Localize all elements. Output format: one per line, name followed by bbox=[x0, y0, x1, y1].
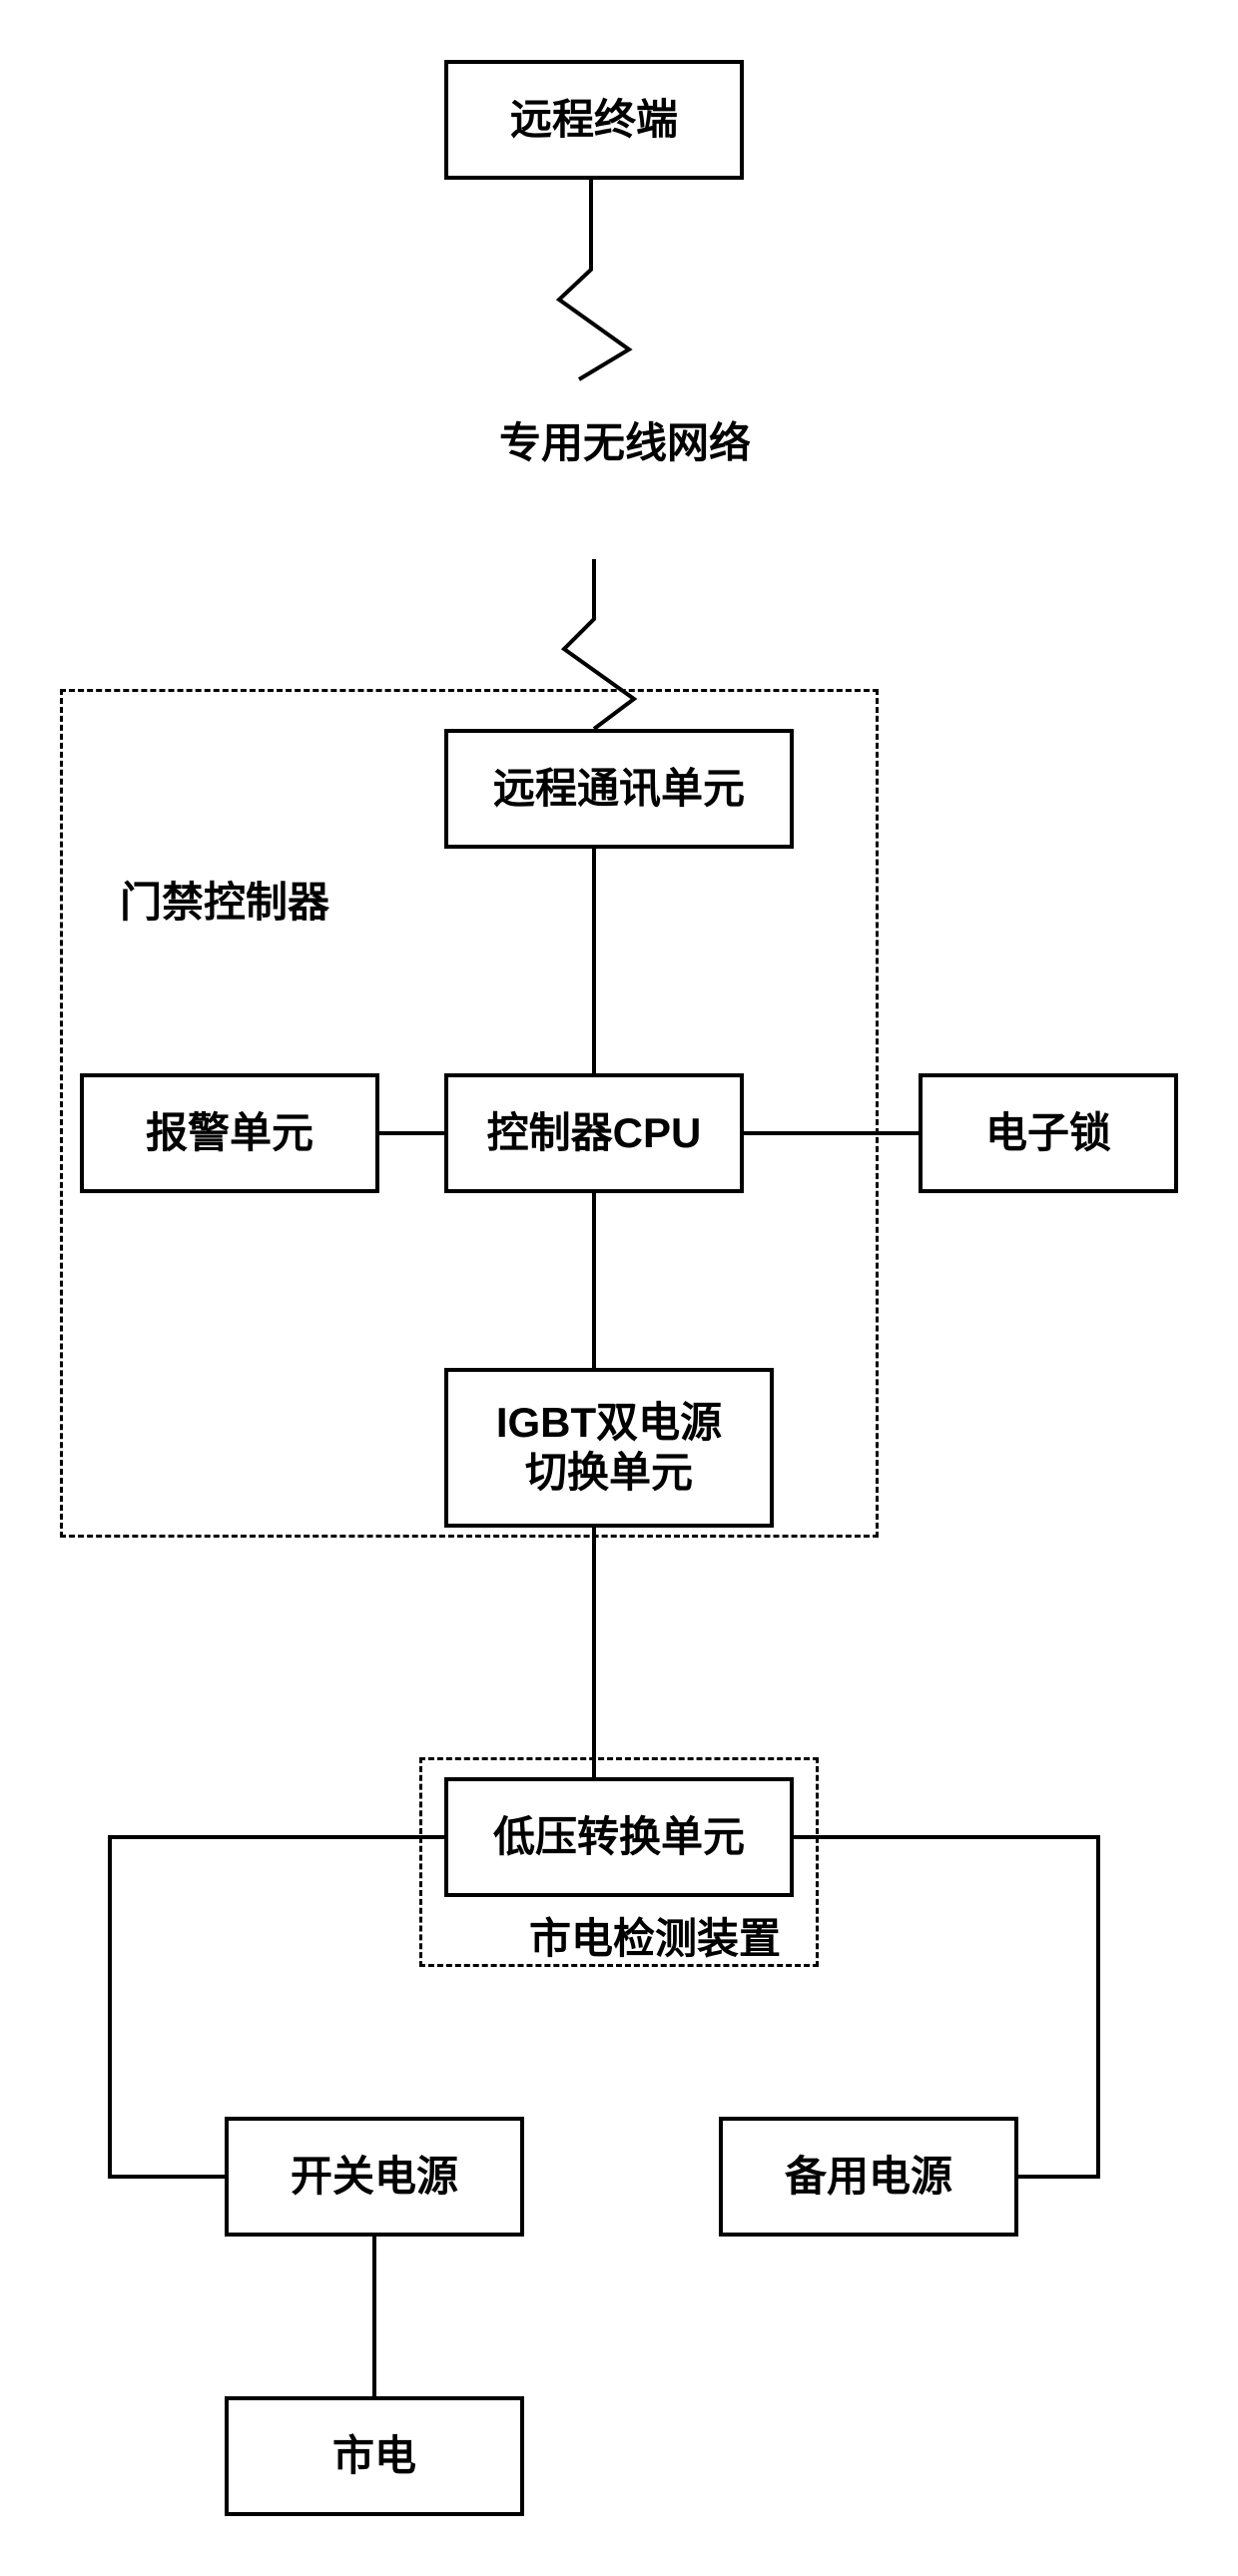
switch-power-box: 开关电源 bbox=[225, 2117, 524, 2237]
access-controller-group bbox=[60, 689, 879, 1538]
remote-terminal-box-label: 远程终端 bbox=[510, 95, 678, 145]
wireless-zigzag-zig_top bbox=[559, 180, 629, 379]
electronic-lock-box: 电子锁 bbox=[919, 1073, 1178, 1193]
switch-power-box-label: 开关电源 bbox=[291, 2152, 458, 2202]
backup-power-box-label: 备用电源 bbox=[785, 2152, 952, 2202]
remote-terminal-box: 远程终端 bbox=[444, 60, 744, 180]
backup-power-box: 备用电源 bbox=[719, 2117, 1018, 2237]
electronic-lock-box-label: 电子锁 bbox=[985, 1108, 1111, 1158]
mains-power-box-label: 市电 bbox=[332, 2431, 416, 2481]
mains-power-box: 市电 bbox=[225, 2396, 524, 2516]
mains-detector-label: 市电检测装置 bbox=[529, 1905, 781, 1966]
access-controller-label: 门禁控制器 bbox=[120, 869, 329, 930]
wireless-network-label: 专用无线网络 bbox=[499, 409, 751, 470]
